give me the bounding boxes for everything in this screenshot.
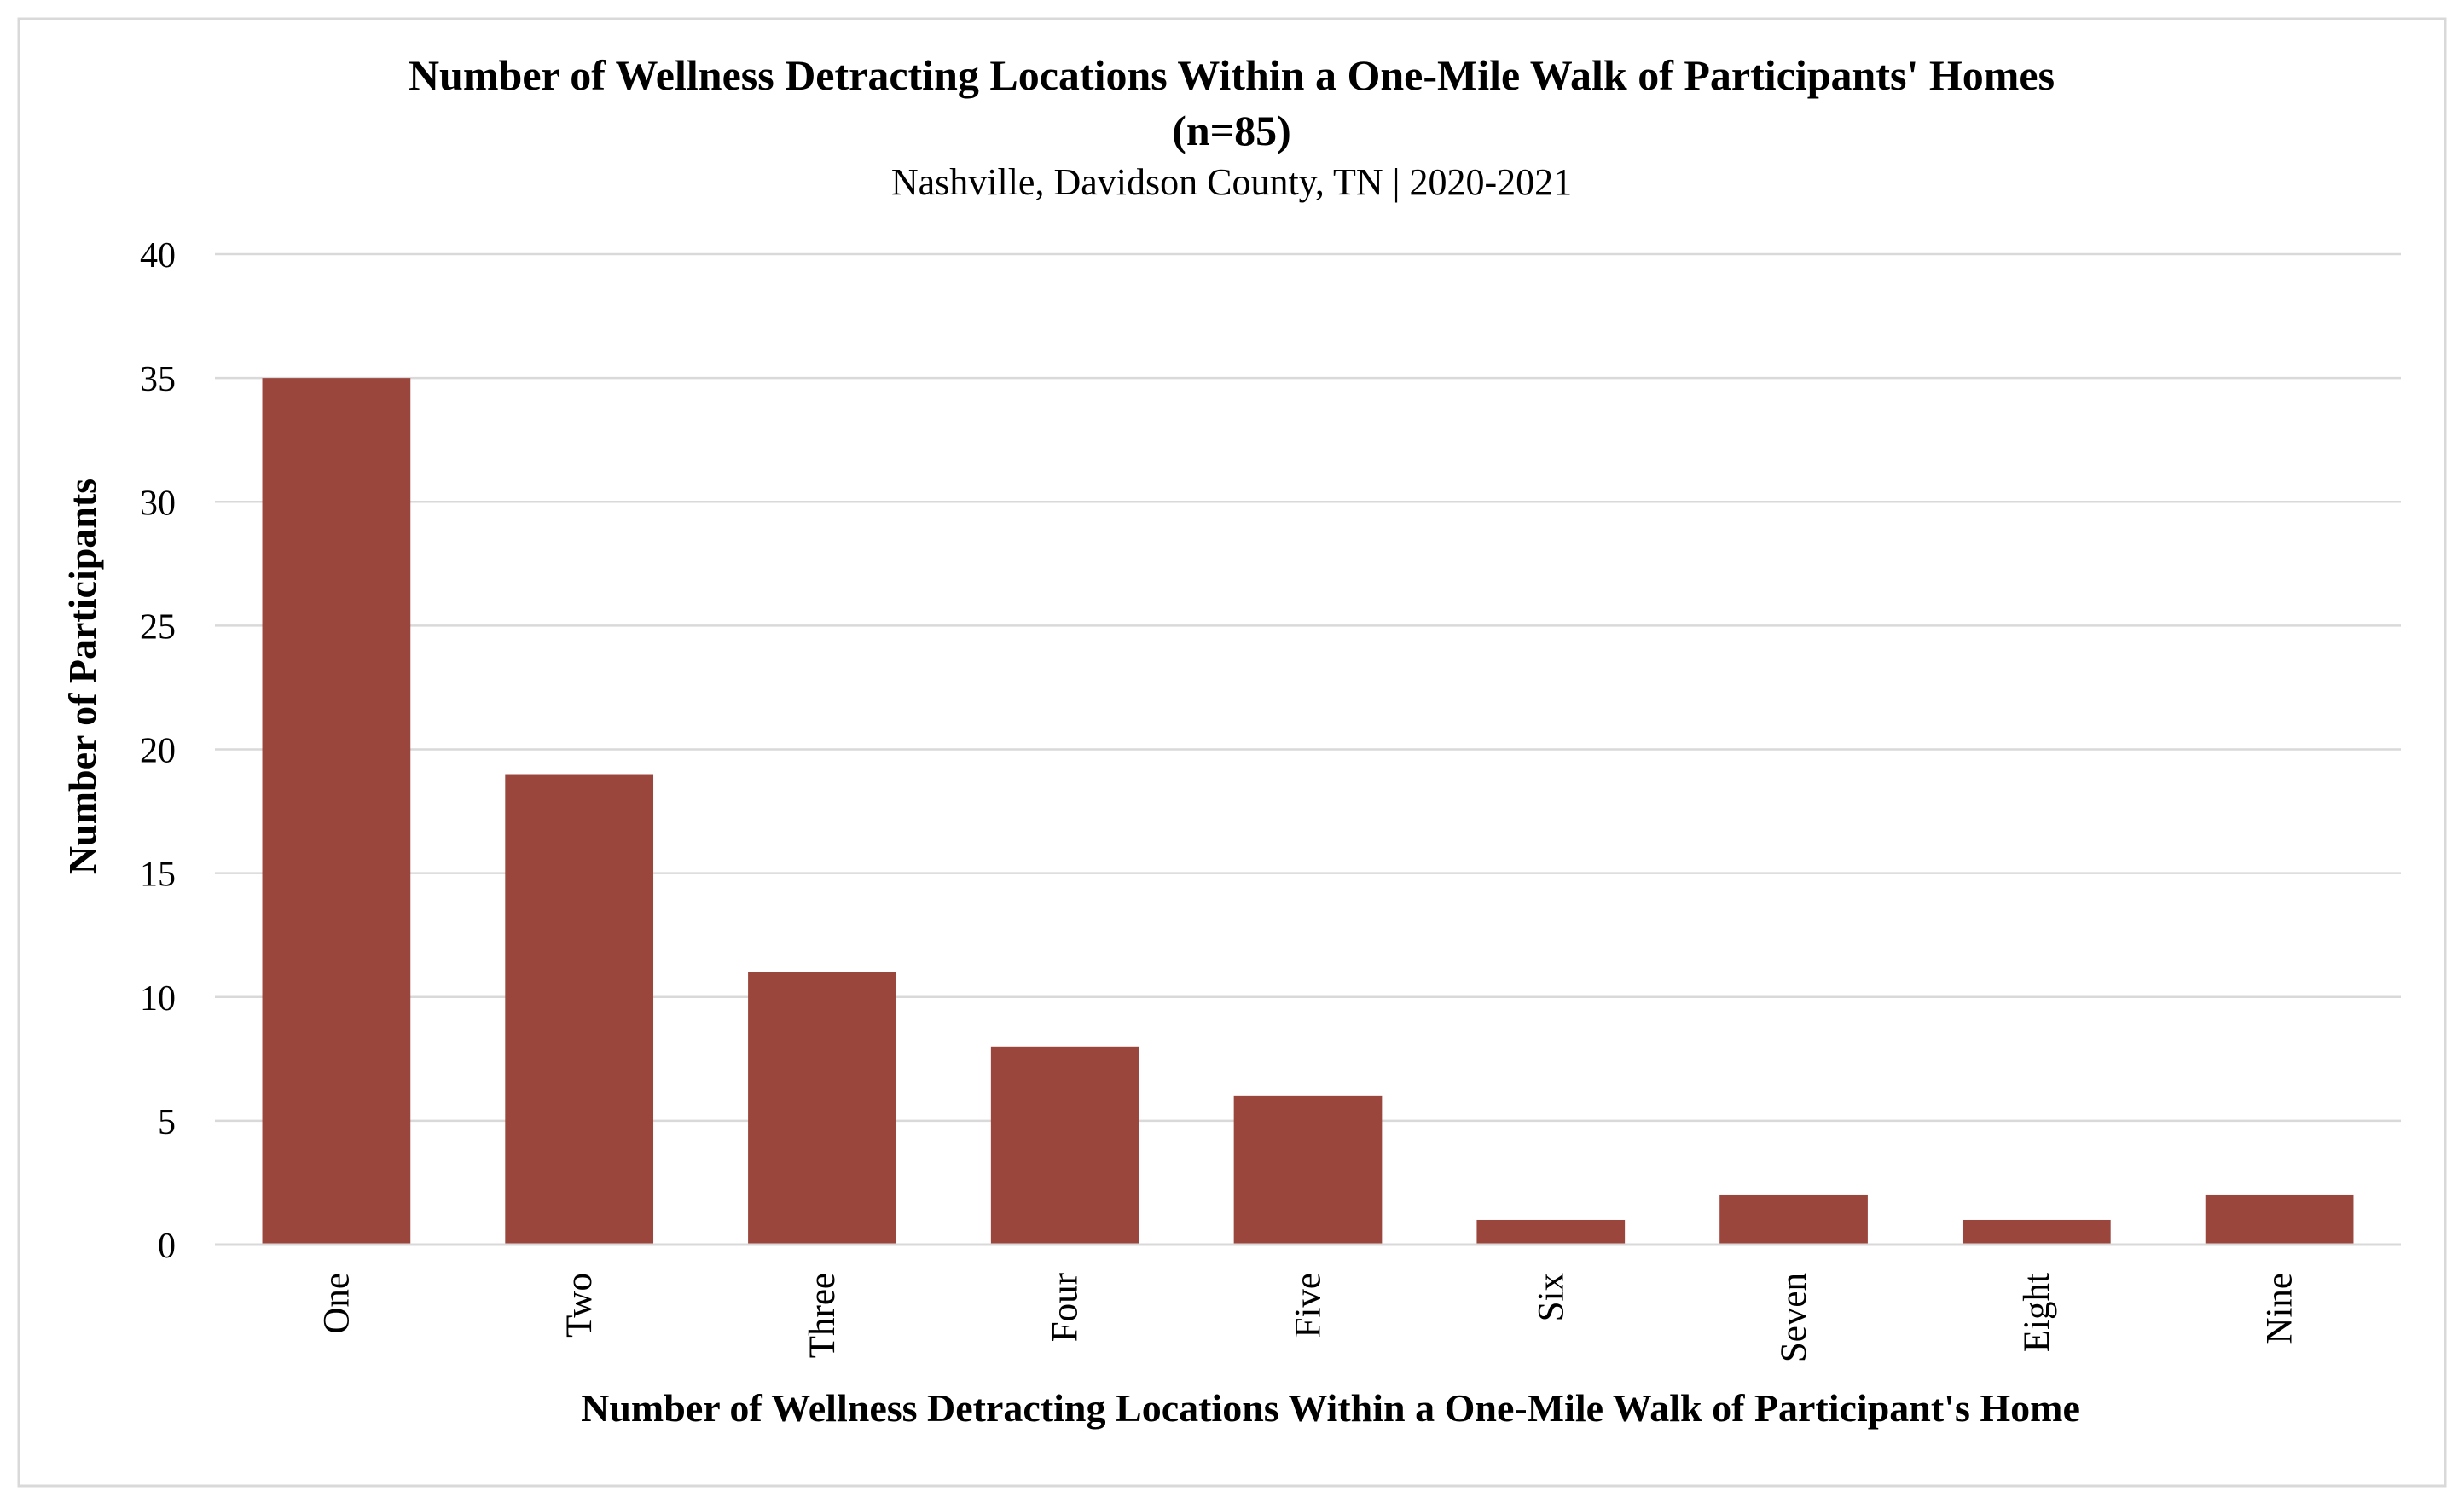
x-tick-label-eight: Eight	[2017, 1273, 2057, 1352]
y-axis-ticks: 0 5 10 15 20 25 30 35 40	[140, 236, 176, 1266]
bar-six	[1476, 1219, 1626, 1245]
y-tick-label-15: 15	[140, 856, 176, 895]
x-tick-label-nine: Nine	[2260, 1273, 2300, 1344]
bar-one	[262, 378, 411, 1245]
chart-subtitle: Nashville, Davidson County, TN | 2020-20…	[891, 161, 1572, 203]
y-tick-label-5: 5	[158, 1103, 176, 1142]
y-axis-title: Number of Participants	[61, 479, 104, 874]
bar-two	[505, 774, 654, 1245]
bar-four	[990, 1046, 1139, 1245]
x-axis-ticks: One Two Three Four Five Six Seven Eight Nine	[316, 1273, 2299, 1362]
bar-three	[748, 972, 896, 1245]
chart-title: Number of Wellness Detracting Locations …	[409, 51, 2055, 99]
x-tick-label-five: Five	[1289, 1273, 1329, 1338]
bars	[262, 378, 2354, 1245]
x-tick-label-one: One	[316, 1273, 357, 1334]
bar-nine	[2205, 1194, 2354, 1245]
y-tick-label-40: 40	[140, 236, 176, 276]
bar-five	[1233, 1095, 1383, 1245]
x-tick-label-two: Two	[559, 1273, 600, 1338]
y-tick-label-10: 10	[140, 979, 176, 1019]
bar-eight	[1962, 1219, 2111, 1245]
x-tick-label-four: Four	[1046, 1273, 1086, 1342]
y-tick-label-35: 35	[140, 360, 176, 399]
y-tick-label-25: 25	[140, 607, 176, 647]
y-tick-label-30: 30	[140, 484, 176, 523]
chart-title-sample-size: (n=85)	[1172, 107, 1291, 154]
y-tick-label-0: 0	[158, 1227, 176, 1266]
y-tick-label-20: 20	[140, 732, 176, 771]
x-axis-title: Number of Wellness Detracting Locations …	[581, 1386, 2080, 1430]
x-tick-label-seven: Seven	[1774, 1273, 1814, 1362]
x-tick-label-six: Six	[1531, 1273, 1571, 1321]
bar-seven	[1719, 1194, 1868, 1245]
x-tick-label-three: Three	[803, 1273, 843, 1358]
